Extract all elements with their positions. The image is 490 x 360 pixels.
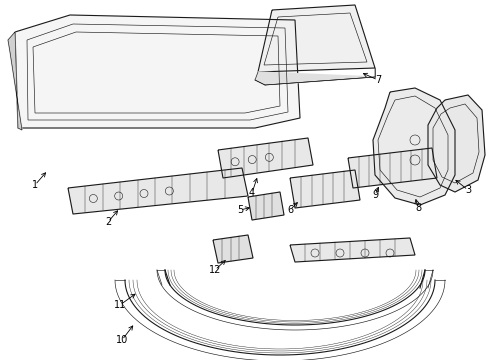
Polygon shape [218,138,313,178]
Text: 10: 10 [116,335,128,345]
Text: 9: 9 [372,190,378,200]
Text: 7: 7 [375,75,381,85]
Polygon shape [373,88,455,205]
Text: 2: 2 [105,217,111,227]
Text: 4: 4 [249,188,255,198]
Polygon shape [255,72,375,85]
Text: 5: 5 [237,205,243,215]
Text: 8: 8 [415,203,421,213]
Polygon shape [68,168,248,214]
Polygon shape [258,5,375,72]
Polygon shape [428,95,485,192]
Polygon shape [8,32,22,130]
Text: 11: 11 [114,300,126,310]
Text: 6: 6 [287,205,293,215]
Text: 3: 3 [465,185,471,195]
Polygon shape [213,235,253,263]
Text: 12: 12 [209,265,221,275]
Polygon shape [248,192,284,220]
Text: 1: 1 [32,180,38,190]
Polygon shape [290,238,415,262]
Polygon shape [290,170,360,208]
Polygon shape [15,15,300,128]
Polygon shape [348,148,437,188]
